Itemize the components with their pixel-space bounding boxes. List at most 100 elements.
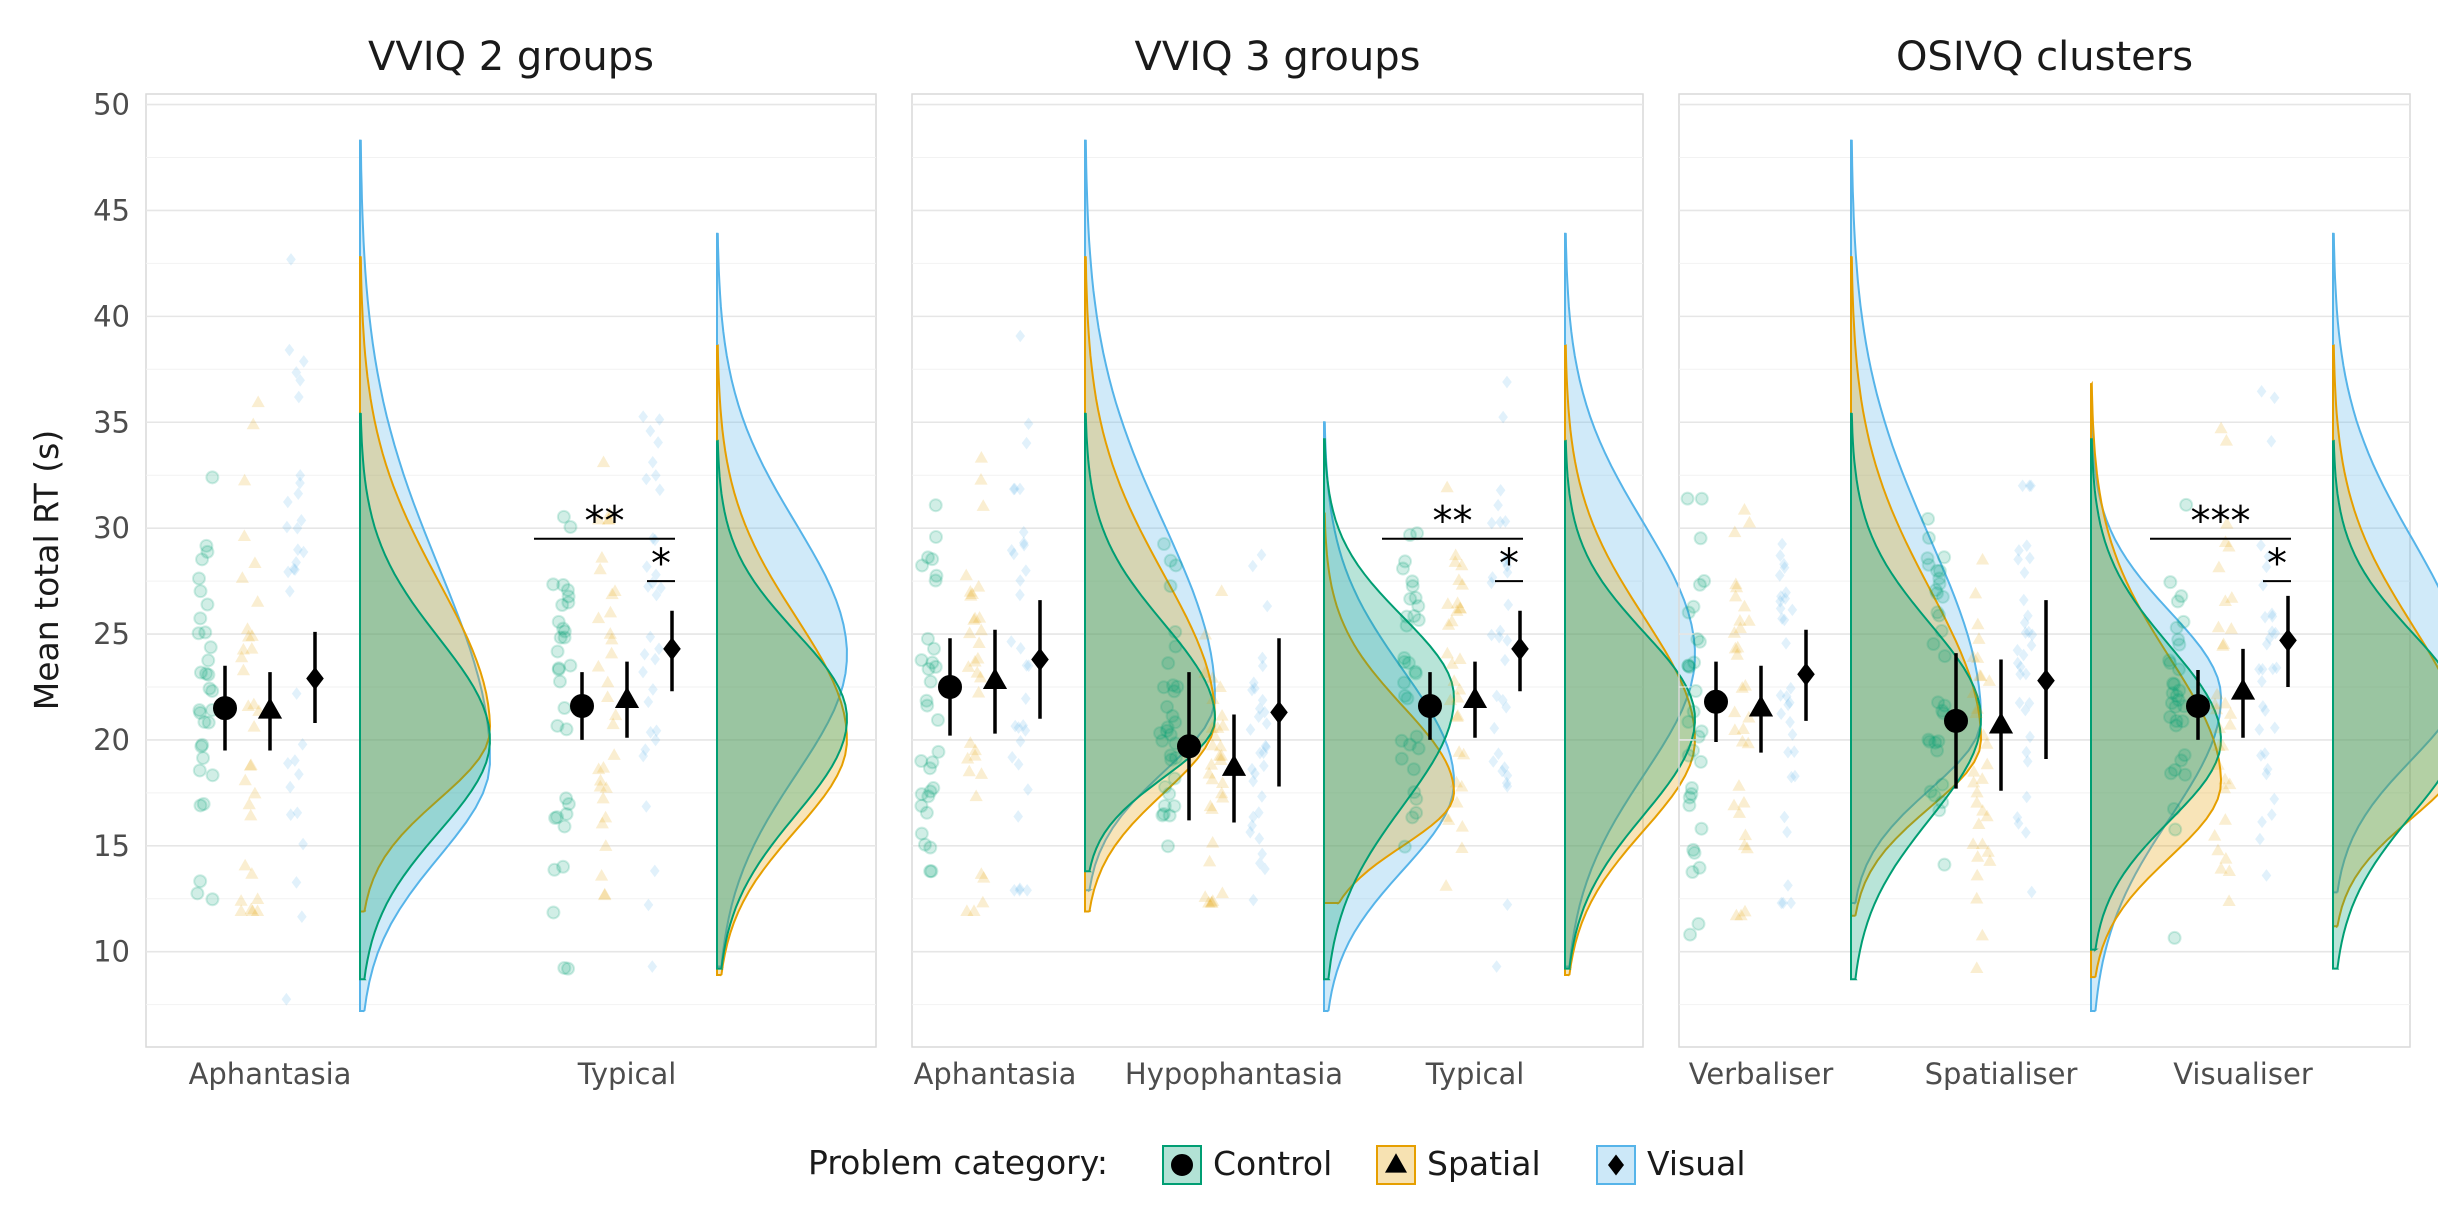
raw-point-control [1684,780,1699,795]
raw-point-visual [2261,637,2272,651]
raw-point-control [192,763,207,778]
raw-point-visual [1008,482,1019,496]
raw-point-visual [285,808,296,822]
raw-point-control [191,571,206,586]
raw-point-spatial [1204,895,1218,908]
raw-point-spatial [595,816,609,829]
raw-point-control [559,791,574,806]
raw-point-spatial [977,870,991,883]
raw-point-control [928,529,943,544]
raw-point-visual [645,424,656,438]
raw-point-control [1680,491,1695,506]
raw-point-visual [647,455,658,469]
mean-point-visual [1511,637,1529,661]
raw-point-control [921,789,936,804]
raw-point-control [205,768,220,783]
raw-point-visual [1501,700,1512,714]
raw-point-spatial [244,758,258,771]
raw-point-spatial [1970,891,1984,904]
raw-point-spatial [1732,779,1746,791]
raw-point-control [1681,714,1696,729]
raw-point-control [2177,748,2192,763]
raw-point-visual [1256,548,1267,562]
raw-point-control [921,662,936,677]
raw-point-control [1682,659,1697,674]
raw-point-control [2163,656,2178,671]
raw-point-control [199,666,214,681]
raw-point-visual [289,562,299,576]
raw-point-spatial [1202,766,1216,779]
raw-point-visual [1499,554,1510,568]
raw-point-spatial [1215,709,1229,721]
raw-point-spatial [963,585,977,597]
raw-point-spatial [1449,548,1463,561]
raw-point-spatial [1974,669,1988,682]
raw-point-control [914,754,929,769]
raw-point-control [2168,699,2183,714]
raw-point-spatial [601,513,616,525]
raw-point-spatial [1729,908,1743,921]
raw-point-visual [283,495,293,509]
raw-point-control [1932,576,1947,591]
raw-point-control [1397,675,1412,690]
raw-point-spatial [592,512,606,525]
raw-point-spatial [1449,775,1464,788]
raw-point-visual [1257,790,1267,803]
panel-2: VVIQ 3 groups Aphantasia Hypophantasia Typi… [911,34,1696,1091]
raw-point-spatial [598,887,612,900]
raw-point-spatial [1972,817,1986,830]
raw-point-spatial [234,904,248,917]
raw-point-visual [1023,417,1034,431]
raw-point-control [925,552,940,567]
raw-point-spatial [1732,806,1747,818]
raw-point-visual [2258,700,2268,713]
raw-point-control [1692,634,1707,649]
raw-point-control [1395,561,1410,576]
raw-point-control [2174,589,2189,604]
raw-point-control [1686,842,1701,857]
raw-point-control [915,558,930,573]
y-tick-label: 15 [93,829,130,863]
raw-point-visual [1009,547,1019,561]
raw-point-visual [1500,653,1510,667]
raw-point-control [193,798,208,813]
raw-point-control [1160,699,1175,714]
raw-point-visual [2257,815,2267,829]
raw-point-control [1687,655,1702,670]
raw-point-control [1681,658,1696,673]
raw-point-spatial [963,626,977,639]
raw-point-visual [1486,516,1497,530]
raw-point-spatial [1975,837,1990,850]
cloud-control [2332,439,2438,970]
raw-point-visual [1248,810,1259,824]
raw-point-visual [656,581,666,595]
raw-point-spatial [1972,632,1986,644]
raw-point-control [1932,803,1947,818]
raw-point-spatial [1971,850,1985,862]
raw-point-spatial [592,762,606,775]
raw-point-visual [639,647,650,661]
legend-label: Visual [1647,1144,1746,1183]
raw-point-control [193,874,208,889]
raw-point-visual [1497,764,1507,778]
raw-point-visual [1013,758,1024,771]
raw-point-visual [1261,717,1272,730]
raw-point-spatial [246,904,260,917]
raw-point-control [191,626,206,641]
raw-point-control [201,667,216,682]
raw-point-visual [638,410,648,423]
raw-point-control [561,595,576,610]
raw-point-spatial [2219,434,2233,446]
mean-point-visual [306,666,324,691]
raw-point-visual [1257,847,1268,861]
mean-point-control [213,696,237,721]
raw-point-visual [2024,479,2035,493]
raw-point-control [1928,583,1943,598]
raw-point-control [1409,791,1424,806]
raw-point-spatial [2211,843,2225,856]
raw-point-visual [2027,628,2038,642]
raw-point-spatial [1445,614,1459,627]
raw-point-visual [638,665,648,679]
raw-point-spatial [1198,627,1213,640]
raw-point-control [2163,575,2178,590]
